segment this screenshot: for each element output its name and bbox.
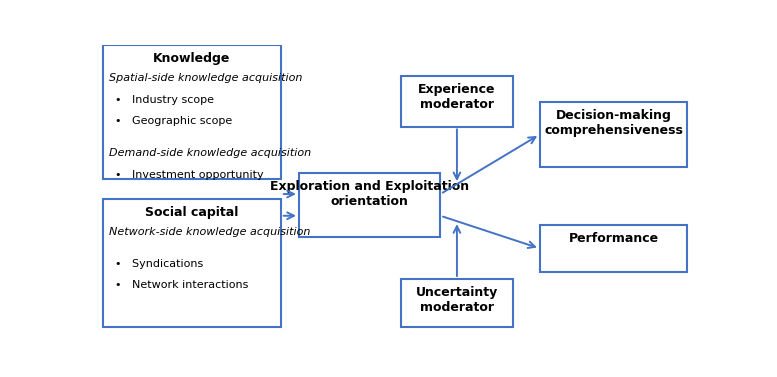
Text: Knowledge: Knowledge [153,52,231,66]
Text: Experience
moderator: Experience moderator [418,83,496,111]
FancyBboxPatch shape [540,225,688,272]
Text: •   Geographic scope: • Geographic scope [115,116,232,126]
Text: Spatial-side knowledge acquisition: Spatial-side knowledge acquisition [109,73,302,83]
Text: Decision-making
comprehensiveness: Decision-making comprehensiveness [544,109,683,137]
Text: Demand-side knowledge acquisition: Demand-side knowledge acquisition [109,148,312,158]
Text: •   Syndications: • Syndications [115,259,204,268]
Text: Exploration and Exploitation
orientation: Exploration and Exploitation orientation [270,180,469,208]
Text: •   Investment opportunity: • Investment opportunity [115,170,264,180]
FancyBboxPatch shape [103,45,280,179]
Text: Network-side knowledge acquisition: Network-side knowledge acquisition [109,227,311,237]
FancyBboxPatch shape [401,76,513,127]
Text: •   Industry scope: • Industry scope [115,95,214,104]
FancyBboxPatch shape [540,102,688,167]
FancyBboxPatch shape [103,199,280,327]
Text: •   Network interactions: • Network interactions [115,280,249,290]
Text: Performance: Performance [569,233,659,245]
Text: Uncertainty
moderator: Uncertainty moderator [416,286,498,314]
FancyBboxPatch shape [401,279,513,327]
Text: Social capital: Social capital [145,206,239,219]
FancyBboxPatch shape [299,173,441,237]
